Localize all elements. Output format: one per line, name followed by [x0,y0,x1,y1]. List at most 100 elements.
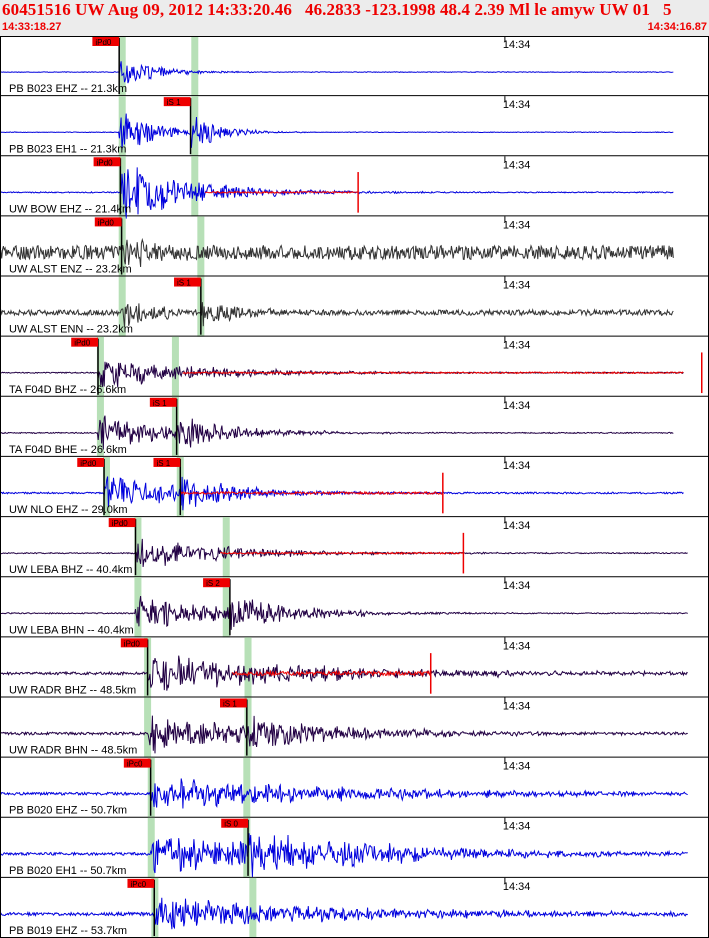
time-tick-label: 14:34 [503,700,531,712]
waveform [0,302,674,327]
trace-row: 14:34 iS 1 TA F04D BHE -- 26.6km [0,396,709,457]
p-phase-shade [118,276,126,337]
s-pick-box [153,457,181,467]
s-pick-label: iS 1 [167,98,181,107]
p-pick-box [123,758,151,768]
event-title: 60451516 UW Aug 09, 2012 14:33:20.46 46.… [2,0,672,19]
p-pick-label: iPd0 [97,158,114,167]
p-pick-box [127,878,155,888]
station-label: UW RADR BHN -- 48.5km [9,745,137,757]
s-pick-box [174,277,201,287]
s-pick-box [221,818,249,828]
s-pick-box [163,97,191,107]
trace-row: 14:34 iPd0 iS 1 UW NLO EHZ -- 29.0km [0,456,709,518]
station-label: UW LEBA BHN -- 40.4km [9,624,134,636]
time-tick-label: 14:34 [503,219,531,231]
p-pick-label: iPd0 [112,519,129,528]
p-phase-shade [144,697,152,758]
time-tick-label: 14:34 [503,159,531,171]
trace-row: 14:34 iPd0 PB B023 EHZ -- 21.3km [0,36,709,97]
p-phase-shade [118,96,126,157]
station-label: UW ALST ENN -- 23.2km [9,324,133,336]
p-phase-shade [118,156,126,217]
time-tick-label: 14:34 [503,460,531,472]
s-pick-label: iS 1 [223,699,237,708]
p-pick-box [71,337,99,347]
station-label: UW ALST ENZ -- 23.2km [9,264,132,276]
s-pick-label: iS 1 [177,279,191,288]
time-tick-label: 14:34 [503,340,531,352]
waveform [0,476,684,511]
seismogram-plot: 14:34 iPd0 PB B023 EHZ -- 21.3km 14:34 iS 1 P… [0,36,709,938]
station-label: PB B023 EHZ -- 21.3km [9,83,127,95]
waveform [0,715,688,754]
waveform [0,833,688,878]
s-pick-box [220,698,247,708]
station-label: PB B020 EH1 -- 50.7km [9,865,126,877]
s-pick-label: iS 2 [206,579,220,588]
end-time-label: 14:34:16.87 [647,21,707,33]
p-phase-shade [118,36,126,97]
p-pick-box [120,638,148,648]
waveform [0,237,674,268]
station-label: UW NLO EHZ -- 29.0km [9,504,128,516]
s-phase-shade [191,36,199,97]
p-phase-shade [96,336,104,397]
p-pick-label: iPd0 [98,218,115,227]
coda-overlay [204,190,358,195]
p-pick-label: iPd0 [80,459,97,468]
s-pick-label: iS 1 [153,399,167,408]
time-tick-label: 14:34 [503,881,531,893]
time-tick-label: 14:34 [503,99,531,111]
s-pick-label: iS 1 [156,459,170,468]
station-label: UW BOW EHZ -- 21.4km [9,203,131,215]
s-phase-shade [222,577,230,638]
p-pick-box [94,217,122,227]
p-pick-label: iPd0 [124,639,141,648]
s-phase-shade [197,216,205,277]
p-pick-label: iPd0 [95,38,112,47]
p-pick-box [108,518,136,528]
coda-overlay [231,669,431,677]
station-label: UW LEBA BHZ -- 40.4km [9,564,132,576]
start-time-label: 14:33:18.27 [2,21,62,33]
trace-row: 14:34 iPd0 UW LEBA BHZ -- 40.4km [0,517,709,578]
time-tick-label: 14:34 [503,640,531,652]
coda-overlay [182,371,684,375]
s-phase-shade [243,757,251,818]
trace-row: 14:34 iPc0 PB B019 EHZ -- 53.7km [0,877,709,938]
coda-overlay [220,551,464,555]
s-phase-shade [191,96,199,157]
s-phase-shade [244,637,252,698]
s-phase-shade [222,517,230,578]
trace-row: 14:34 iPc0 PB B020 EHZ -- 50.7km [0,757,709,818]
waveform [0,167,674,219]
p-pick-box [93,157,121,167]
time-tick-label: 14:34 [503,580,531,592]
time-tick-label: 14:34 [503,821,531,833]
p-phase-shade [147,817,155,878]
trace-row: 14:34 iS 1 PB B023 EH1 -- 21.3km [0,96,709,157]
waveform [0,113,674,150]
trace-row: 14:34 iPd0 TA F04D BHZ -- 26.6km [0,336,709,397]
p-pick-box [77,457,105,467]
s-phase-shade [171,396,179,457]
coda-overlay [179,490,442,496]
p-pick-label: iPc0 [127,760,143,769]
station-label: TA F04D BHE -- 26.6km [9,444,127,456]
waveform [0,897,689,930]
trace-row: 14:34 iPd0 UW RADR BHZ -- 48.5km [0,637,709,698]
s-pick-box [203,578,230,588]
s-pick-label: iS 0 [224,820,238,829]
s-pick-box [149,397,177,407]
station-label: PB B020 EHZ -- 50.7km [9,805,127,817]
trace-row: 14:34 iPd0 UW BOW EHZ -- 21.4km [0,156,709,219]
trace-row: 14:34 iPd0 UW ALST ENZ -- 23.2km [0,216,709,277]
station-label: PB B019 EHZ -- 53.7km [9,925,127,937]
trace-row: 14:34 iS 0 PB B020 EH1 -- 50.7km [0,817,709,878]
time-tick-label: 14:34 [503,39,531,51]
station-label: TA F04D BHZ -- 26.6km [9,384,126,396]
s-phase-shade [171,336,179,397]
event-header: 60451516 UW Aug 09, 2012 14:33:20.46 46.… [0,0,709,36]
